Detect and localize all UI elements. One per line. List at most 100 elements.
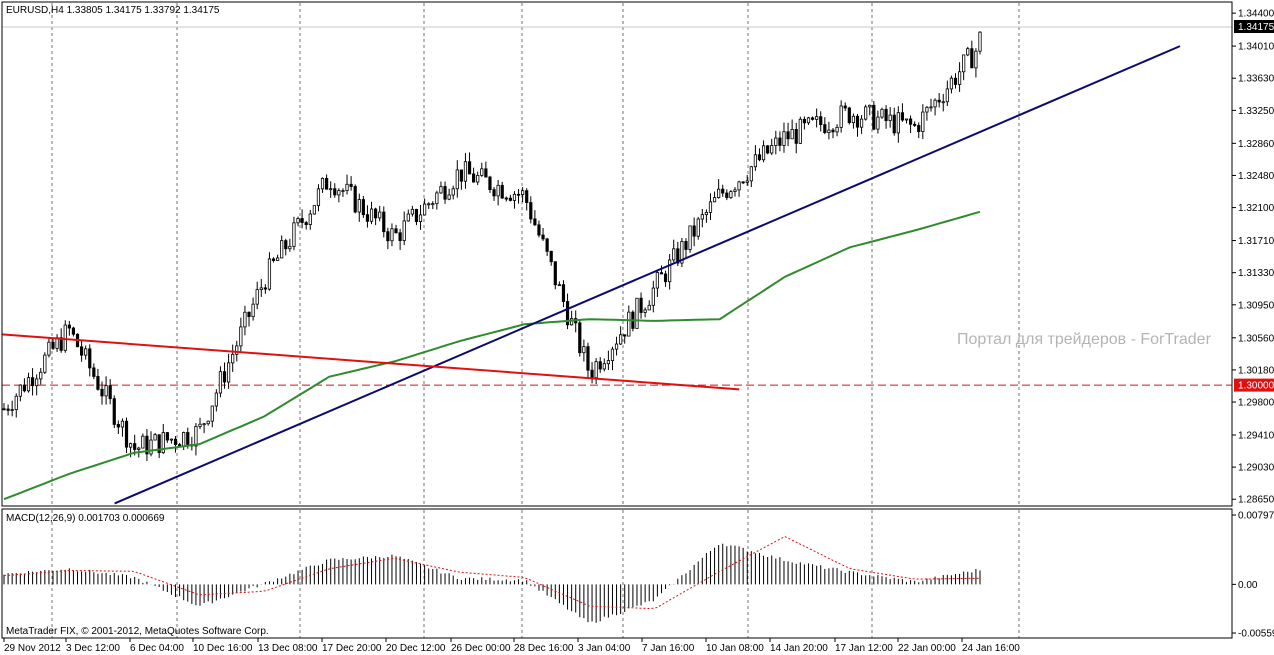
candle <box>692 217 696 247</box>
descending-trendline[interactable] <box>1 333 740 391</box>
candle <box>361 195 365 218</box>
candle <box>92 363 96 380</box>
candle <box>745 174 749 186</box>
candle-body-down <box>51 341 55 349</box>
candle <box>541 227 545 241</box>
candle-body-up <box>602 363 606 370</box>
candle <box>843 102 847 111</box>
candle-body-up <box>921 111 925 132</box>
candle-body-down <box>831 129 835 133</box>
candle-body-up <box>614 343 619 350</box>
candle <box>553 261 557 290</box>
candle-body-down <box>484 168 488 178</box>
candle <box>610 346 615 371</box>
candle-body-up <box>337 190 341 196</box>
current-price-tag: 1.34175 <box>1234 20 1274 33</box>
candle-body-up <box>235 345 239 355</box>
candle <box>227 353 231 389</box>
candle-body-down <box>766 145 770 154</box>
candle <box>639 292 643 319</box>
candle <box>896 106 900 143</box>
candle <box>737 180 741 197</box>
macd-axis[interactable]: 0.007975 0.00 -0.00559 <box>1232 511 1274 640</box>
candle <box>933 98 937 116</box>
macd-panel[interactable]: MACD(12,26,9) 0.001703 0.000669 MetaTrad… <box>1 508 1233 639</box>
candle <box>721 184 725 197</box>
candle <box>831 128 835 139</box>
candle-body-down <box>663 273 668 283</box>
candle-body-down <box>639 297 643 313</box>
candle-body-down <box>802 118 807 124</box>
candle-body-up <box>198 423 202 427</box>
candle-body-down <box>374 208 378 219</box>
candle-body-up <box>267 258 272 290</box>
price-axis-label: 1.30180 <box>1238 365 1274 376</box>
candle-body-up <box>463 161 468 182</box>
candle-body-down <box>684 241 688 250</box>
candle-body-up <box>206 420 210 425</box>
candle-body-up <box>218 371 223 394</box>
candle-body-up <box>357 199 361 213</box>
candle-body-up <box>447 194 451 200</box>
candle <box>39 368 43 385</box>
candle <box>88 344 92 377</box>
candle-body-up <box>606 360 610 365</box>
candle-body-up <box>312 205 316 215</box>
candle <box>345 174 349 195</box>
price-panel-border <box>1 1 1233 507</box>
candle <box>18 384 22 402</box>
candle <box>10 400 14 417</box>
candle-body-up <box>717 188 721 198</box>
candle-body-up <box>194 425 198 447</box>
candle-body-up <box>231 353 235 364</box>
candle-body-up <box>84 348 88 356</box>
candle-body-up <box>635 297 639 329</box>
candle-body-up <box>835 126 839 133</box>
candle <box>712 191 717 203</box>
candle-body-down <box>88 348 92 369</box>
candle-body-up <box>251 303 255 318</box>
candle-body-up <box>557 284 561 287</box>
current-price-label: 1.34175 <box>1238 22 1274 33</box>
time-axis-label: 13 Dec 08:00 <box>258 643 318 654</box>
price-panel[interactable]: Портал для трейдеров - ForTrader EURUSD,… <box>1 1 1233 507</box>
candle-body-down <box>884 108 888 122</box>
time-axis[interactable]: 29 Nov 2012 3 Dec 12:00 6 Dec 04:00 10 Dec … <box>3 638 1020 654</box>
candle-body-up <box>43 354 47 373</box>
candle-body-down <box>414 208 419 223</box>
price-axis-label: 1.30950 <box>1238 300 1274 311</box>
candle-body-down <box>598 361 602 370</box>
candle <box>141 433 145 449</box>
macd-panel-border <box>1 508 1233 639</box>
candle <box>643 307 647 318</box>
time-axis-label: 3 Dec 12:00 <box>66 643 120 654</box>
candle-body-up <box>782 131 786 146</box>
candle-body-down <box>537 224 541 236</box>
candle-body-up <box>480 168 484 176</box>
candle <box>67 320 71 336</box>
candle-body-down <box>529 202 533 220</box>
candle <box>945 80 949 107</box>
candle <box>823 117 827 135</box>
candle-body-down <box>353 186 357 213</box>
candle <box>606 350 610 371</box>
candle-body-up <box>280 240 284 259</box>
candle-body-up <box>39 371 43 380</box>
candle <box>63 320 67 353</box>
candle-body-up <box>141 435 145 449</box>
candle <box>418 204 423 230</box>
ascending-trendline[interactable] <box>114 45 1181 505</box>
candle-body-up <box>423 203 427 216</box>
candle-body-down <box>913 123 917 126</box>
level-price-label: 1.30000 <box>1238 381 1274 392</box>
price-axis[interactable]: 1.34400 1.34010 1.33630 1.33250 1.32860 1.324… <box>1232 9 1274 506</box>
candle-body-up <box>729 191 733 198</box>
time-axis-label: 17 Dec 20:00 <box>322 643 382 654</box>
candle-body-up <box>202 423 206 426</box>
candle <box>451 185 455 200</box>
candle <box>937 93 941 108</box>
candle <box>533 210 537 226</box>
macd-header: MACD(12,26,9) 0.001703 0.000669 <box>6 513 165 524</box>
candle <box>668 254 672 290</box>
